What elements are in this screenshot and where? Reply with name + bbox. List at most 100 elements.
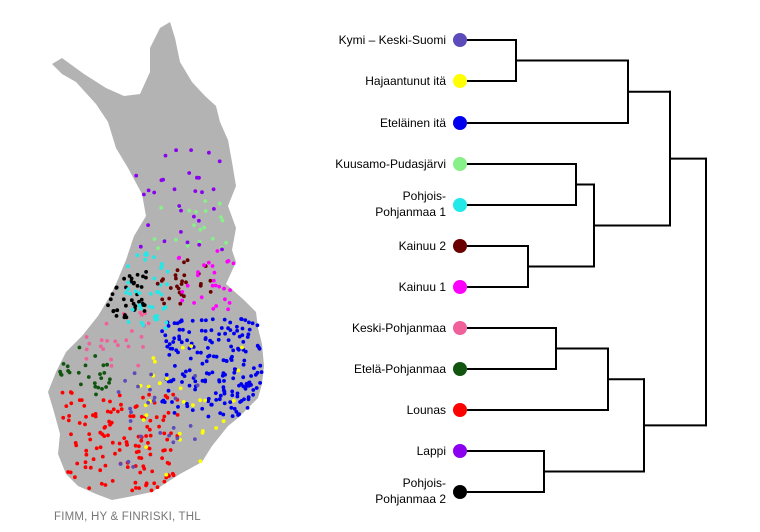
- sample-dot-lounas: [148, 418, 153, 423]
- sample-dot-etelainen: [210, 340, 214, 345]
- sample-dot-keski: [146, 321, 151, 326]
- sample-dot-etelainen: [187, 383, 192, 388]
- sample-dot-lounas: [106, 433, 110, 438]
- finland-outline: [48, 22, 264, 500]
- sample-dot-etela: [77, 345, 82, 350]
- sample-dot-etelainen: [206, 399, 211, 404]
- sample-dot-lounas: [116, 409, 120, 414]
- sample-dot-lounas: [61, 415, 66, 420]
- sample-dot-lounas: [144, 482, 149, 486]
- sample-dot-lounas: [79, 398, 84, 402]
- sample-dot-lappi: [134, 173, 139, 178]
- sample-dot-pohjois1: [126, 320, 131, 324]
- sample-dot-hajaantunut: [141, 418, 146, 422]
- leaf-label-etelainen: Eteläinen itä: [380, 116, 446, 130]
- sample-dot-lappi: [220, 247, 224, 252]
- sample-dot-etelainen: [234, 409, 239, 414]
- sample-dot-kainuu1: [210, 283, 215, 288]
- sample-dot-etelainen: [179, 340, 184, 345]
- sample-dot-lounas: [139, 438, 144, 443]
- sample-dot-kainuu1: [195, 273, 200, 278]
- sample-dot-kainuu2: [155, 281, 160, 286]
- sample-dot-lappi: [146, 223, 151, 228]
- sample-dot-kymi: [148, 387, 152, 392]
- sample-dot-lounas: [171, 392, 176, 397]
- sample-dot-kymi: [138, 434, 143, 439]
- sample-dot-kainuu1: [227, 301, 232, 305]
- sample-dot-etelainen: [226, 326, 231, 331]
- sample-dot-lounas: [165, 437, 170, 442]
- sample-dot-etela: [99, 376, 104, 380]
- sample-dot-etelainen: [168, 346, 173, 351]
- sample-dot-lounas: [124, 440, 129, 444]
- sample-dot-etelainen: [200, 361, 205, 366]
- sample-dot-etela: [101, 363, 106, 368]
- sample-dot-lounas: [107, 419, 111, 424]
- sample-dot-pohjois1: [163, 326, 168, 330]
- sample-dot-lappi: [152, 190, 157, 195]
- sample-dot-etelainen: [200, 378, 205, 383]
- sample-dot-etelainen: [249, 383, 253, 387]
- sample-dot-etelainen: [222, 401, 227, 406]
- sample-dot-etelainen: [241, 375, 246, 380]
- sample-dot-lappi: [179, 208, 183, 213]
- sample-dot-lounas: [125, 465, 130, 469]
- sample-dot-etelainen: [187, 368, 192, 373]
- sample-dot-lounas: [142, 466, 147, 471]
- sample-dot-lappi: [142, 192, 146, 197]
- sample-dot-etelainen: [163, 333, 168, 338]
- sample-dot-lounas: [88, 465, 93, 470]
- sample-dot-etela: [105, 362, 109, 367]
- sample-dot-etelainen: [243, 349, 248, 354]
- sample-dot-lounas: [100, 454, 105, 459]
- sample-dot-etela: [83, 363, 88, 368]
- sample-dot-hajaantunut: [198, 459, 203, 464]
- sample-dot-etelainen: [216, 337, 221, 342]
- sample-dot-keski: [124, 338, 129, 343]
- sample-dot-etelainen: [177, 337, 182, 342]
- leaf-label-lappi: Lappi: [417, 444, 446, 458]
- sample-dot-etelainen: [213, 391, 218, 395]
- sample-dot-pohjois2: [122, 315, 127, 320]
- sample-dot-etelainen: [199, 328, 204, 333]
- sample-dot-lounas: [84, 452, 89, 457]
- sample-dot-etelainen: [166, 388, 171, 393]
- sample-dot-kainuu1: [222, 286, 226, 291]
- sample-dot-lounas: [102, 425, 107, 430]
- sample-dot-kymi: [131, 465, 136, 469]
- leaf-dot-kuusamo: [453, 157, 467, 171]
- sample-dot-etelainen: [228, 320, 233, 325]
- sample-dot-lappi: [187, 171, 192, 175]
- sample-dot-etelainen: [177, 334, 182, 339]
- sample-dot-etelainen: [180, 380, 184, 384]
- sample-dot-kymi: [158, 431, 163, 435]
- sample-dot-pohjois2: [140, 301, 145, 306]
- sample-dot-hajaantunut: [214, 426, 219, 430]
- sample-dot-pohjois1: [144, 253, 149, 257]
- sample-dot-etela: [93, 354, 98, 358]
- sample-dot-etelainen: [204, 371, 209, 376]
- sample-dot-lounas: [69, 432, 73, 437]
- sample-dot-pohjois1: [160, 262, 164, 266]
- sample-dot-lappi: [189, 148, 194, 153]
- sample-dot-lounas: [73, 441, 78, 445]
- sample-dot-kainuu2: [182, 273, 187, 278]
- sample-dot-lounas: [128, 426, 133, 431]
- sample-dot-lappi: [200, 190, 204, 195]
- sample-dot-kuusamo: [192, 223, 196, 228]
- sample-dot-kainuu1: [210, 264, 215, 268]
- sample-dot-hajaantunut: [191, 403, 195, 408]
- sample-dot-etela: [65, 364, 70, 369]
- sample-dot-pohjois2: [139, 285, 144, 289]
- sample-dot-etela: [94, 392, 98, 397]
- sample-dot-keski: [87, 341, 92, 346]
- sample-dot-etelainen: [240, 326, 245, 331]
- sample-dot-pohjois1: [137, 303, 142, 308]
- sample-dot-hajaantunut: [236, 368, 241, 373]
- sample-dot-kainuu2: [168, 286, 173, 290]
- sample-dot-lounas: [122, 436, 127, 440]
- leaf-label-pohjois2-line1: Pohjois-: [403, 476, 446, 490]
- sample-dot-kymi: [167, 433, 172, 438]
- sample-dot-hajaantunut: [189, 344, 194, 348]
- sample-dot-keski: [84, 347, 89, 352]
